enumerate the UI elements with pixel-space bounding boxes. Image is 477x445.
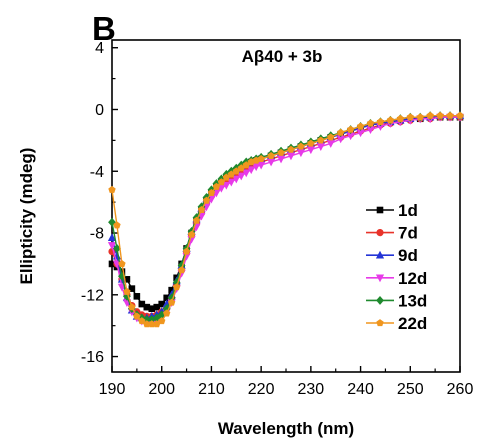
data-point-22d	[187, 230, 196, 238]
data-point-22d	[436, 111, 444, 119]
data-point-12d	[316, 143, 325, 151]
data-point-22d	[172, 283, 181, 291]
data-point-22d	[158, 317, 166, 325]
legend-label-1d: 1d	[398, 201, 418, 220]
data-point-22d	[212, 182, 221, 190]
legend-marker-7d	[376, 229, 384, 237]
legend: 1d 7d 9d 12d 13d 22d	[366, 201, 427, 333]
x-tick-label: 260	[447, 381, 474, 398]
legend-label-22d: 22d	[398, 314, 427, 333]
x-tick-label: 190	[99, 381, 126, 398]
data-point-22d	[197, 205, 206, 213]
y-axis-label: Ellipticity (mdeg)	[17, 148, 36, 285]
data-point-22d	[182, 247, 191, 255]
data-point-22d	[396, 114, 405, 122]
y-tick-label: -4	[90, 164, 104, 181]
data-point-12d	[276, 155, 286, 164]
data-point-22d	[128, 303, 136, 311]
y-tick-label: 4	[95, 40, 104, 57]
data-point-22d	[113, 221, 121, 229]
data-point-22d	[456, 111, 464, 119]
data-point-22d	[207, 189, 216, 197]
x-tick-label: 220	[248, 381, 275, 398]
data-point-22d	[317, 136, 325, 144]
data-point-22d	[287, 145, 295, 153]
y-tick-label: -8	[90, 226, 104, 243]
data-point-22d	[123, 287, 131, 295]
legend-marker-9d	[375, 250, 385, 259]
data-point-22d	[202, 196, 211, 204]
data-point-22d	[346, 125, 355, 133]
data-point-1d	[133, 293, 141, 300]
data-point-12d	[286, 152, 296, 161]
data-point-22d	[366, 119, 375, 127]
data-point-22d	[356, 122, 365, 130]
data-point-22d	[108, 185, 116, 193]
chart-title: Aβ40 + 3b	[242, 47, 323, 66]
legend-label-7d: 7d	[398, 224, 418, 243]
data-point-22d	[297, 142, 305, 150]
x-tick-label: 240	[347, 381, 374, 398]
data-point-12d	[237, 172, 246, 181]
x-tick-label: 230	[298, 381, 325, 398]
data-point-22d	[337, 128, 345, 136]
legend-label-9d: 9d	[398, 246, 418, 265]
data-point-22d	[138, 317, 146, 325]
data-point-12d	[296, 149, 306, 158]
data-point-9d	[107, 233, 117, 241]
y-tick-label: -16	[81, 349, 104, 366]
data-point-22d	[163, 309, 171, 317]
data-point-22d	[416, 113, 424, 121]
data-point-12d	[107, 242, 117, 250]
y-tick-label: 0	[95, 102, 104, 119]
data-point-22d	[217, 178, 226, 186]
x-tick-label: 200	[148, 381, 175, 398]
data-point-22d	[446, 111, 454, 119]
y-tick-label: -12	[81, 287, 104, 304]
data-point-12d	[227, 178, 236, 187]
data-point-22d	[376, 117, 385, 125]
legend-marker-12d	[375, 274, 385, 283]
data-point-22d	[277, 148, 285, 156]
data-point-12d	[266, 158, 276, 167]
data-point-12d	[306, 146, 315, 155]
data-point-22d	[167, 298, 176, 306]
data-point-22d	[327, 133, 335, 141]
plot-area: 190 200 210 220 230 240 250 260 4 0 -4 -8 -12 -16	[81, 39, 474, 398]
data-point-22d	[426, 111, 434, 119]
x-tick-label: 210	[198, 381, 225, 398]
x-axis-label: Wavelength (nm)	[218, 419, 354, 438]
data-point-12d	[222, 181, 231, 190]
legend-label-13d: 13d	[398, 291, 427, 310]
data-point-22d	[118, 260, 126, 268]
data-point-12d	[326, 140, 335, 148]
x-tick-label: 250	[397, 381, 424, 398]
legend-marker-13d	[376, 295, 384, 305]
data-point-22d	[386, 116, 395, 124]
legend-marker-22d	[376, 319, 384, 327]
data-point-12d	[247, 166, 256, 175]
data-point-22d	[267, 151, 275, 159]
legend-marker-1d	[376, 206, 384, 214]
data-point-12d	[252, 163, 261, 172]
data-point-22d	[307, 139, 315, 147]
data-point-12d	[257, 161, 266, 170]
data-point-1d	[128, 285, 136, 292]
data-point-22d	[257, 155, 265, 163]
panel-label: B	[92, 10, 116, 47]
data-point-22d	[406, 113, 414, 121]
data-point-12d	[232, 175, 241, 184]
data-point-22d	[177, 266, 186, 274]
data-point-22d	[133, 312, 141, 320]
legend-label-12d: 12d	[398, 269, 427, 288]
data-point-12d	[242, 169, 251, 178]
data-point-22d	[192, 216, 201, 224]
